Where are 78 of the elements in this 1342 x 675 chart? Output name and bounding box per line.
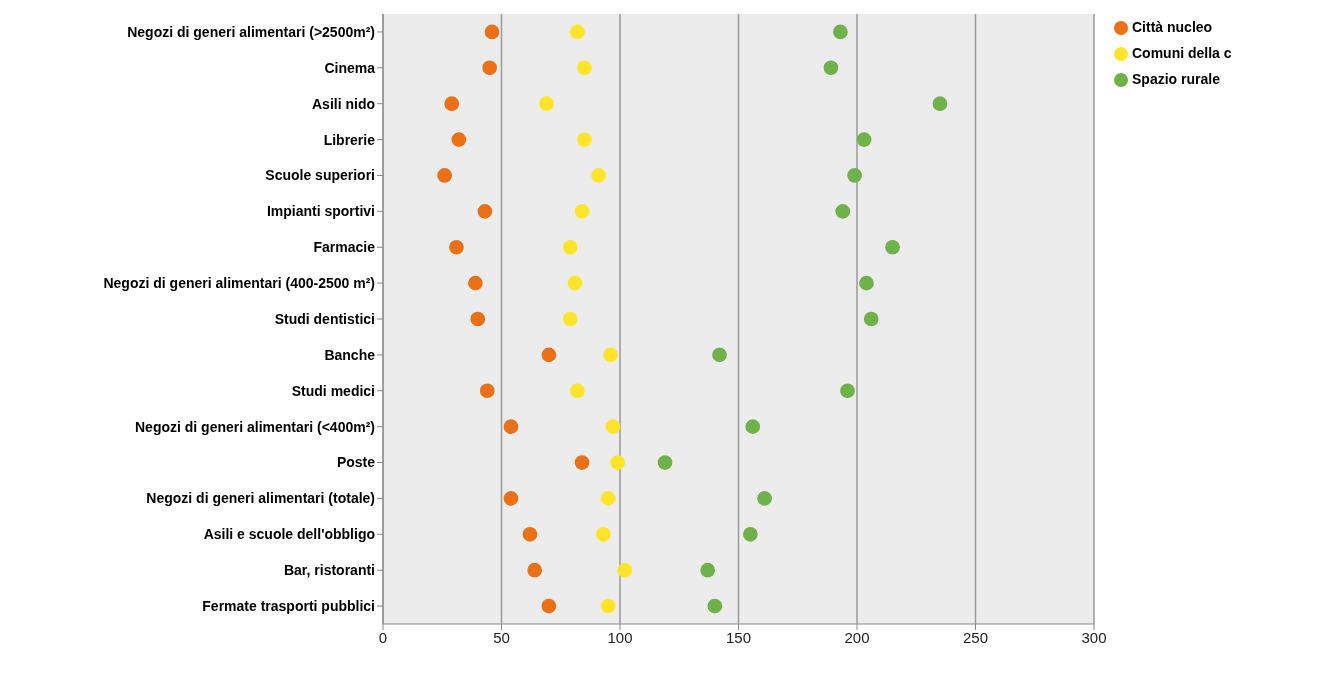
point xyxy=(700,562,716,578)
x-tick-label: 50 xyxy=(493,628,510,646)
y-tick-label: Negozi di generi alimentari (400-2500 m²) xyxy=(103,275,375,292)
point xyxy=(479,383,495,399)
point xyxy=(863,311,879,327)
point xyxy=(847,168,862,183)
point xyxy=(437,168,452,183)
point xyxy=(657,455,673,470)
point xyxy=(503,419,519,434)
point xyxy=(712,347,727,363)
point xyxy=(574,204,590,219)
x-tick-label: 200 xyxy=(844,628,870,646)
point xyxy=(444,96,460,112)
point xyxy=(484,24,500,40)
y-tick-label: Asili e scuole dell'obbligo xyxy=(203,526,375,543)
point xyxy=(562,239,578,255)
point xyxy=(840,383,855,399)
point xyxy=(617,562,633,578)
point xyxy=(856,132,872,147)
point xyxy=(569,24,585,40)
point xyxy=(541,347,557,363)
x-tick-label: 250 xyxy=(962,628,989,646)
point xyxy=(932,96,948,112)
point xyxy=(503,491,519,506)
y-tick-label: Studi medici xyxy=(291,382,375,399)
y-tick-label: Poste xyxy=(336,454,376,471)
legend-label: Spazio rurale xyxy=(1132,71,1220,87)
point xyxy=(596,526,611,542)
point xyxy=(527,562,543,578)
y-tick-label: Farmacie xyxy=(313,239,376,256)
x-tick-label: 300 xyxy=(1081,628,1107,646)
y-tick-label: Fermate trasporti pubblici xyxy=(202,598,375,615)
y-tick-label: Negozi di generi alimentari (<400m²) xyxy=(134,418,375,435)
point xyxy=(482,60,498,76)
point xyxy=(600,598,616,614)
point xyxy=(742,526,758,542)
x-tick-label: 100 xyxy=(607,628,633,646)
point xyxy=(567,275,583,291)
y-tick-label: Scuole superiori xyxy=(265,167,375,184)
point xyxy=(885,239,900,255)
point xyxy=(468,275,483,291)
x-tick-label: 0 xyxy=(378,628,388,646)
point xyxy=(569,383,585,399)
point xyxy=(574,455,590,470)
point xyxy=(541,598,557,614)
point xyxy=(470,311,486,327)
y-tick-label: Impianti sportivi xyxy=(266,203,375,220)
point xyxy=(605,419,621,434)
point xyxy=(451,132,467,147)
y-tick-label: Bar, ristoranti xyxy=(283,562,375,579)
point xyxy=(610,455,625,470)
point xyxy=(600,491,616,506)
y-tick-label: Librerie xyxy=(323,131,376,148)
point xyxy=(833,24,848,40)
y-tick-label: Negozi di generi alimentari (totale) xyxy=(146,490,375,507)
point xyxy=(577,60,592,76)
point xyxy=(835,204,851,219)
point xyxy=(577,132,592,147)
point xyxy=(539,96,554,112)
point xyxy=(757,491,772,506)
legend-label: Città nucleo xyxy=(1132,19,1213,35)
point xyxy=(562,311,578,327)
point xyxy=(522,526,538,542)
point xyxy=(603,347,618,363)
point xyxy=(591,168,607,183)
x-tick-label: 150 xyxy=(725,628,752,646)
y-tick-label: Studi dentistici xyxy=(274,310,375,327)
legend-label: Comuni della c xyxy=(1132,45,1232,61)
point xyxy=(859,275,874,291)
y-tick-label: Banche xyxy=(324,346,376,363)
point xyxy=(745,419,761,434)
point xyxy=(707,598,723,614)
y-tick-label: Negozi di generi alimentari (>2500m²) xyxy=(127,23,375,40)
point xyxy=(823,60,839,76)
y-tick-label: Asili nido xyxy=(312,95,375,112)
point xyxy=(477,204,493,219)
y-tick-label: Cinema xyxy=(324,59,376,76)
point xyxy=(449,239,464,255)
